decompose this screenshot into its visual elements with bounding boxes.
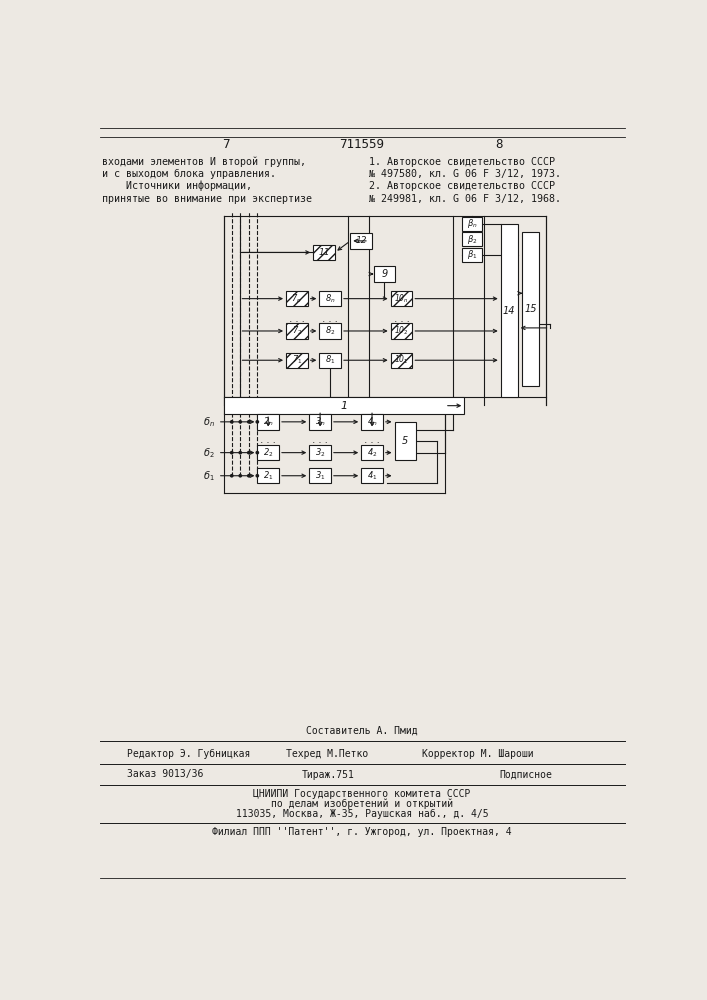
Bar bbox=[522, 232, 539, 386]
Text: Составитель А. Пмид: Составитель А. Пмид bbox=[306, 726, 418, 736]
Text: β$_2$: β$_2$ bbox=[467, 233, 477, 246]
Text: № 249981, кл. G 06 F 3/12, 1968.: № 249981, кл. G 06 F 3/12, 1968. bbox=[369, 194, 561, 204]
Text: 4$_2$: 4$_2$ bbox=[367, 446, 378, 459]
Bar bbox=[286, 323, 308, 339]
Text: 10$_2$: 10$_2$ bbox=[394, 325, 409, 337]
Circle shape bbox=[239, 475, 241, 477]
Bar bbox=[309, 414, 331, 430]
Text: 10$_1$: 10$_1$ bbox=[394, 354, 409, 366]
Text: · · ·: · · · bbox=[260, 438, 276, 448]
Bar bbox=[462, 248, 482, 262]
Bar bbox=[309, 445, 331, 460]
Bar bbox=[395, 422, 416, 460]
Circle shape bbox=[230, 421, 233, 423]
Text: 113035, Москва, Ж-35, Раушская наб., д. 4/5: 113035, Москва, Ж-35, Раушская наб., д. … bbox=[235, 809, 489, 819]
Bar bbox=[351, 233, 372, 249]
Text: Заказ 9013/36: Заказ 9013/36 bbox=[127, 770, 204, 780]
Text: 11: 11 bbox=[318, 248, 329, 257]
Text: 3$_1$: 3$_1$ bbox=[315, 469, 325, 482]
Bar bbox=[462, 217, 482, 231]
Text: ЦНИИПИ Государственного комитета СССР: ЦНИИПИ Государственного комитета СССР bbox=[253, 789, 471, 799]
Text: 4$_1$: 4$_1$ bbox=[367, 469, 378, 482]
Text: 7$_n$: 7$_n$ bbox=[291, 292, 302, 305]
Circle shape bbox=[247, 475, 250, 477]
Circle shape bbox=[247, 451, 250, 454]
Text: 14: 14 bbox=[503, 306, 515, 316]
Text: 7$_2$: 7$_2$ bbox=[291, 325, 302, 337]
Circle shape bbox=[230, 475, 233, 477]
Bar bbox=[361, 445, 383, 460]
Text: Редактор Э. Губницкая: Редактор Э. Губницкая bbox=[127, 749, 250, 759]
Text: № 497580, кл. G 06 F 3/12, 1973.: № 497580, кл. G 06 F 3/12, 1973. bbox=[369, 169, 561, 179]
Circle shape bbox=[239, 421, 241, 423]
Circle shape bbox=[256, 421, 259, 423]
Bar bbox=[257, 414, 279, 430]
Text: Филиал ППП ''Патент'', г. Ужгород, ул. Проектная, 4: Филиал ППП ''Патент'', г. Ужгород, ул. П… bbox=[212, 827, 512, 837]
Bar bbox=[309, 468, 331, 483]
Text: 2$_n$: 2$_n$ bbox=[263, 416, 274, 428]
Text: · · ·: · · · bbox=[312, 438, 328, 448]
Text: · · ·: · · · bbox=[364, 438, 380, 448]
Text: б$_n$: б$_n$ bbox=[203, 415, 215, 429]
Bar bbox=[462, 232, 482, 246]
Text: β$_n$: β$_n$ bbox=[467, 217, 477, 230]
Bar bbox=[257, 468, 279, 483]
Text: б$_2$: б$_2$ bbox=[203, 446, 215, 460]
Bar bbox=[391, 353, 412, 368]
Text: Источники информации,: Источники информации, bbox=[103, 181, 252, 191]
Circle shape bbox=[256, 475, 259, 477]
Text: 7: 7 bbox=[222, 138, 229, 151]
Text: 2$_1$: 2$_1$ bbox=[263, 469, 274, 482]
Bar bbox=[286, 291, 308, 306]
Bar bbox=[501, 224, 518, 397]
Text: · · ·: · · · bbox=[322, 317, 338, 327]
Text: 711559: 711559 bbox=[339, 138, 385, 151]
Text: 7$_1$: 7$_1$ bbox=[291, 354, 302, 366]
Text: β$_1$: β$_1$ bbox=[467, 248, 477, 261]
Bar bbox=[361, 414, 383, 430]
Bar bbox=[320, 353, 341, 368]
Circle shape bbox=[256, 451, 259, 454]
Bar bbox=[257, 445, 279, 460]
Bar bbox=[361, 468, 383, 483]
Text: 10$_n$: 10$_n$ bbox=[394, 292, 409, 305]
Text: б$_1$: б$_1$ bbox=[203, 469, 215, 483]
Text: 4$_n$: 4$_n$ bbox=[367, 416, 378, 428]
Text: · · ·: · · · bbox=[289, 317, 305, 327]
Text: по делам изобретений и открытий: по делам изобретений и открытий bbox=[271, 799, 453, 809]
Circle shape bbox=[239, 451, 241, 454]
Bar bbox=[313, 245, 335, 260]
Bar bbox=[373, 266, 395, 282]
Bar bbox=[391, 291, 412, 306]
Bar bbox=[320, 323, 341, 339]
Text: Тираж.751: Тираж.751 bbox=[302, 770, 355, 780]
Text: и с выходом блока управления.: и с выходом блока управления. bbox=[103, 169, 276, 179]
Bar bbox=[224, 397, 464, 414]
Text: 9: 9 bbox=[381, 269, 387, 279]
Text: 1. Авторское свидетельство СССР: 1. Авторское свидетельство СССР bbox=[369, 157, 555, 167]
Text: 3$_2$: 3$_2$ bbox=[315, 446, 325, 459]
Text: 8$_1$: 8$_1$ bbox=[325, 354, 335, 366]
Text: 3$_n$: 3$_n$ bbox=[315, 416, 325, 428]
Text: Подписное: Подписное bbox=[499, 770, 552, 780]
Text: 2. Авторское свидетельство СССР: 2. Авторское свидетельство СССР bbox=[369, 181, 555, 191]
Bar bbox=[320, 291, 341, 306]
Circle shape bbox=[247, 421, 250, 423]
Text: 2$_2$: 2$_2$ bbox=[263, 446, 274, 459]
Text: 15: 15 bbox=[525, 304, 537, 314]
Text: 1: 1 bbox=[341, 401, 348, 411]
Bar bbox=[286, 353, 308, 368]
Text: Техред М.Петко: Техред М.Петко bbox=[286, 749, 368, 759]
Text: 8: 8 bbox=[496, 138, 503, 151]
Text: входами элементов И второй группы,: входами элементов И второй группы, bbox=[103, 156, 306, 167]
Text: 8$_2$: 8$_2$ bbox=[325, 325, 335, 337]
Text: 5: 5 bbox=[402, 436, 409, 446]
Text: 12: 12 bbox=[356, 236, 367, 245]
Text: принятые во внимание при экспертизе: принятые во внимание при экспертизе bbox=[103, 194, 312, 204]
Circle shape bbox=[230, 451, 233, 454]
Text: Корректор М. Шароши: Корректор М. Шароши bbox=[421, 749, 533, 759]
Text: · · ·: · · · bbox=[394, 317, 409, 327]
Bar bbox=[391, 323, 412, 339]
Text: 8$_n$: 8$_n$ bbox=[325, 292, 336, 305]
